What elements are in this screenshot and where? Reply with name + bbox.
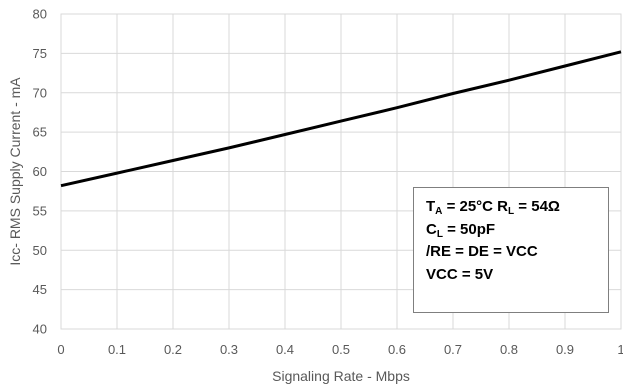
y-axis-title: Icc- RMS Supply Current - mA — [7, 77, 23, 266]
x-tick-label: 0.2 — [164, 342, 182, 357]
y-tick-label: 70 — [33, 85, 47, 100]
x-axis-title: Signaling Rate - Mbps — [272, 368, 410, 384]
x-tick-label: 0.3 — [220, 342, 238, 357]
annotation-temp-and-r-symbol: = 25°C R — [442, 198, 509, 215]
x-tick-label: 0.6 — [388, 342, 406, 357]
y-tick-label: 75 — [33, 46, 47, 61]
y-tick-label: 50 — [33, 243, 47, 258]
annotation-resistance-value: = 54Ω — [514, 198, 560, 215]
x-tick-label: 0.1 — [108, 342, 126, 357]
plot-area-border — [60, 13, 622, 330]
annotation-c-subscript: L — [436, 228, 443, 240]
annotation-line-temperature-load: TA = 25°C RL = 54Ω — [426, 196, 608, 219]
y-tick-label: 60 — [33, 164, 47, 179]
annotation-capacitance-value: = 50pF — [442, 220, 496, 238]
y-tick-label: 80 — [33, 7, 47, 22]
x-axis-tick-labels: 0 0.1 0.2 0.3 0.4 0.5 0.6 0.7 0.8 0.9 1 — [57, 342, 623, 357]
series-layer — [60, 50, 622, 188]
x-tick-label: 0.7 — [444, 342, 462, 357]
y-tick-label: 45 — [33, 282, 47, 297]
x-tick-label: 0 — [57, 342, 64, 357]
annotation-line-capacitance: CL = 50pF — [426, 219, 608, 242]
x-tick-label: 0.4 — [276, 342, 294, 357]
conditions-annotation-box: TA = 25°C RL = 54Ω CL = 50pF /RE = DE = … — [413, 187, 609, 313]
annotation-r-subscript: L — [508, 206, 515, 217]
x-tick-label: 0.5 — [332, 342, 350, 357]
y-axis-tick-labels: 40 45 50 55 60 65 70 75 80 — [33, 7, 47, 337]
annotation-line-vcc: VCC = 5V — [426, 265, 494, 283]
annotation-c-symbol: C — [426, 220, 437, 238]
x-tick-label: 1 — [617, 342, 623, 357]
annotation-t-subscript: A — [435, 206, 443, 217]
x-tick-label: 0.8 — [500, 342, 518, 357]
annotation-t-symbol: T — [426, 198, 436, 215]
y-tick-label: 65 — [33, 125, 47, 140]
series-line — [60, 50, 622, 188]
y-tick-label: 55 — [33, 203, 47, 218]
y-tick-label: 40 — [33, 322, 47, 337]
annotation-line-enable: /RE = DE = VCC — [426, 243, 538, 260]
x-tick-label: 0.9 — [556, 342, 574, 357]
